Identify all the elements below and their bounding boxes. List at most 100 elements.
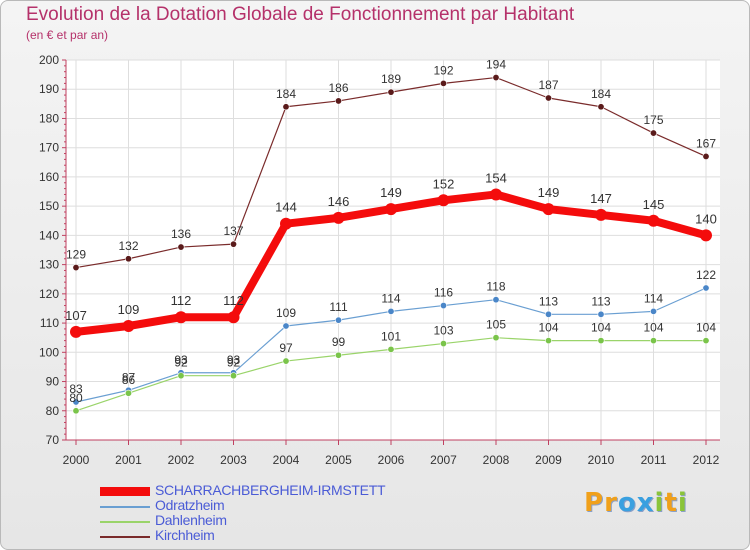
data-label-kirchheim: 167 (696, 136, 716, 150)
data-point-odratzheim (492, 296, 500, 304)
y-tick-label: 80 (46, 404, 60, 418)
data-point-scharrachbergheim-irmstett (175, 311, 187, 324)
data-label-odratzheim: 113 (591, 294, 610, 308)
data-label-dahlenheim: 92 (227, 356, 241, 370)
y-tick-label: 160 (39, 170, 59, 184)
legend-swatch (100, 521, 150, 523)
data-point-dahlenheim (597, 337, 605, 345)
y-tick-label: 200 (39, 53, 59, 67)
data-point-scharrachbergheim-irmstett (385, 203, 397, 216)
data-label-dahlenheim: 86 (122, 373, 136, 387)
y-tick-label: 190 (39, 82, 59, 96)
data-point-scharrachbergheim-irmstett (437, 194, 450, 207)
x-tick-label: 2012 (693, 453, 720, 467)
x-tick-label: 2005 (325, 453, 352, 467)
data-point-dahlenheim (649, 337, 657, 345)
legend-swatch (100, 506, 150, 508)
y-tick-label: 180 (39, 111, 59, 125)
data-label-kirchheim: 129 (66, 248, 86, 262)
data-point-odratzheim (597, 310, 605, 318)
data-label-kirchheim: 189 (381, 72, 401, 86)
data-label-kirchheim: 184 (276, 87, 296, 101)
data-point-kirchheim (125, 255, 133, 263)
data-point-odratzheim (72, 398, 80, 406)
data-point-odratzheim (282, 322, 290, 330)
data-label-scharrachbergheim-irmstett: 107 (65, 308, 87, 323)
data-label-dahlenheim: 92 (174, 356, 188, 370)
data-label-odratzheim: 83 (69, 382, 83, 396)
data-label-dahlenheim: 101 (381, 329, 401, 343)
data-point-kirchheim (177, 243, 185, 251)
data-point-odratzheim (544, 310, 552, 318)
data-point-kirchheim (230, 240, 238, 248)
data-label-dahlenheim: 99 (332, 335, 346, 349)
data-point-odratzheim (334, 316, 342, 324)
legend-swatch (100, 536, 150, 538)
data-point-odratzheim (702, 284, 710, 292)
logo-letter: x (636, 488, 655, 518)
data-point-kirchheim (72, 264, 80, 272)
data-point-kirchheim (282, 103, 290, 111)
data-label-odratzheim: 114 (644, 291, 663, 305)
data-label-kirchheim: 194 (486, 58, 506, 72)
logo-letter: i (677, 488, 688, 518)
logo-letter: P (584, 488, 605, 518)
x-tick-label: 2002 (168, 453, 195, 467)
data-label-odratzheim: 122 (696, 268, 716, 282)
data-point-dahlenheim (387, 345, 395, 353)
x-tick-label: 2011 (641, 453, 667, 467)
data-label-scharrachbergheim-irmstett: 149 (380, 185, 402, 200)
data-label-dahlenheim: 104 (696, 321, 716, 335)
data-label-odratzheim: 87 (122, 370, 136, 384)
data-label-odratzheim: 116 (434, 286, 453, 300)
chart-subtitle: (en € et par an) (26, 28, 109, 42)
data-point-odratzheim (387, 307, 395, 315)
data-point-kirchheim (649, 129, 657, 137)
data-label-odratzheim: 118 (486, 280, 505, 294)
x-tick-label: 2007 (430, 453, 457, 467)
plot-area (66, 60, 720, 440)
data-label-dahlenheim: 104 (643, 321, 663, 335)
data-point-scharrachbergheim-irmstett (227, 311, 240, 324)
data-point-odratzheim (439, 302, 447, 310)
data-point-dahlenheim (282, 357, 290, 365)
data-label-scharrachbergheim-irmstett: 152 (433, 176, 455, 191)
data-label-scharrachbergheim-irmstett: 140 (695, 211, 717, 226)
y-tick-label: 120 (39, 287, 59, 301)
data-label-kirchheim: 137 (223, 224, 243, 238)
data-point-kirchheim (439, 79, 447, 87)
logo-letter: i (654, 488, 665, 518)
data-point-dahlenheim (702, 337, 710, 345)
y-tick-label: 90 (46, 375, 60, 389)
data-point-scharrachbergheim-irmstett (700, 229, 712, 242)
data-point-scharrachbergheim-irmstett (595, 208, 607, 221)
data-label-dahlenheim: 104 (538, 321, 558, 335)
data-point-kirchheim (387, 88, 395, 96)
data-point-kirchheim (597, 103, 605, 111)
data-point-scharrachbergheim-irmstett (122, 320, 135, 332)
data-label-dahlenheim: 104 (591, 321, 611, 335)
data-point-kirchheim (544, 94, 552, 102)
data-label-kirchheim: 186 (328, 81, 348, 95)
legend-label: Kirchheim (155, 527, 215, 543)
data-label-kirchheim: 175 (643, 113, 663, 127)
data-point-dahlenheim (544, 337, 552, 345)
data-label-scharrachbergheim-irmstett: 112 (223, 293, 244, 308)
data-point-dahlenheim (492, 334, 500, 342)
data-label-scharrachbergheim-irmstett: 145 (643, 197, 665, 212)
y-tick-label: 110 (40, 316, 59, 330)
data-label-scharrachbergheim-irmstett: 147 (590, 191, 612, 206)
x-tick-label: 2004 (273, 453, 300, 467)
legend-swatch (100, 487, 150, 496)
data-label-odratzheim: 114 (381, 291, 400, 305)
data-label-kirchheim: 136 (171, 227, 191, 241)
x-tick-label: 2008 (483, 453, 510, 467)
legend-label: SCHARRACHBERGHEIM-IRMSTETT (155, 482, 386, 498)
data-point-odratzheim (649, 307, 657, 315)
data-point-dahlenheim (72, 407, 80, 415)
y-tick-label: 150 (39, 199, 59, 213)
y-tick-label: 140 (39, 228, 59, 242)
y-tick-label: 70 (46, 433, 60, 447)
x-tick-label: 2009 (535, 453, 562, 467)
